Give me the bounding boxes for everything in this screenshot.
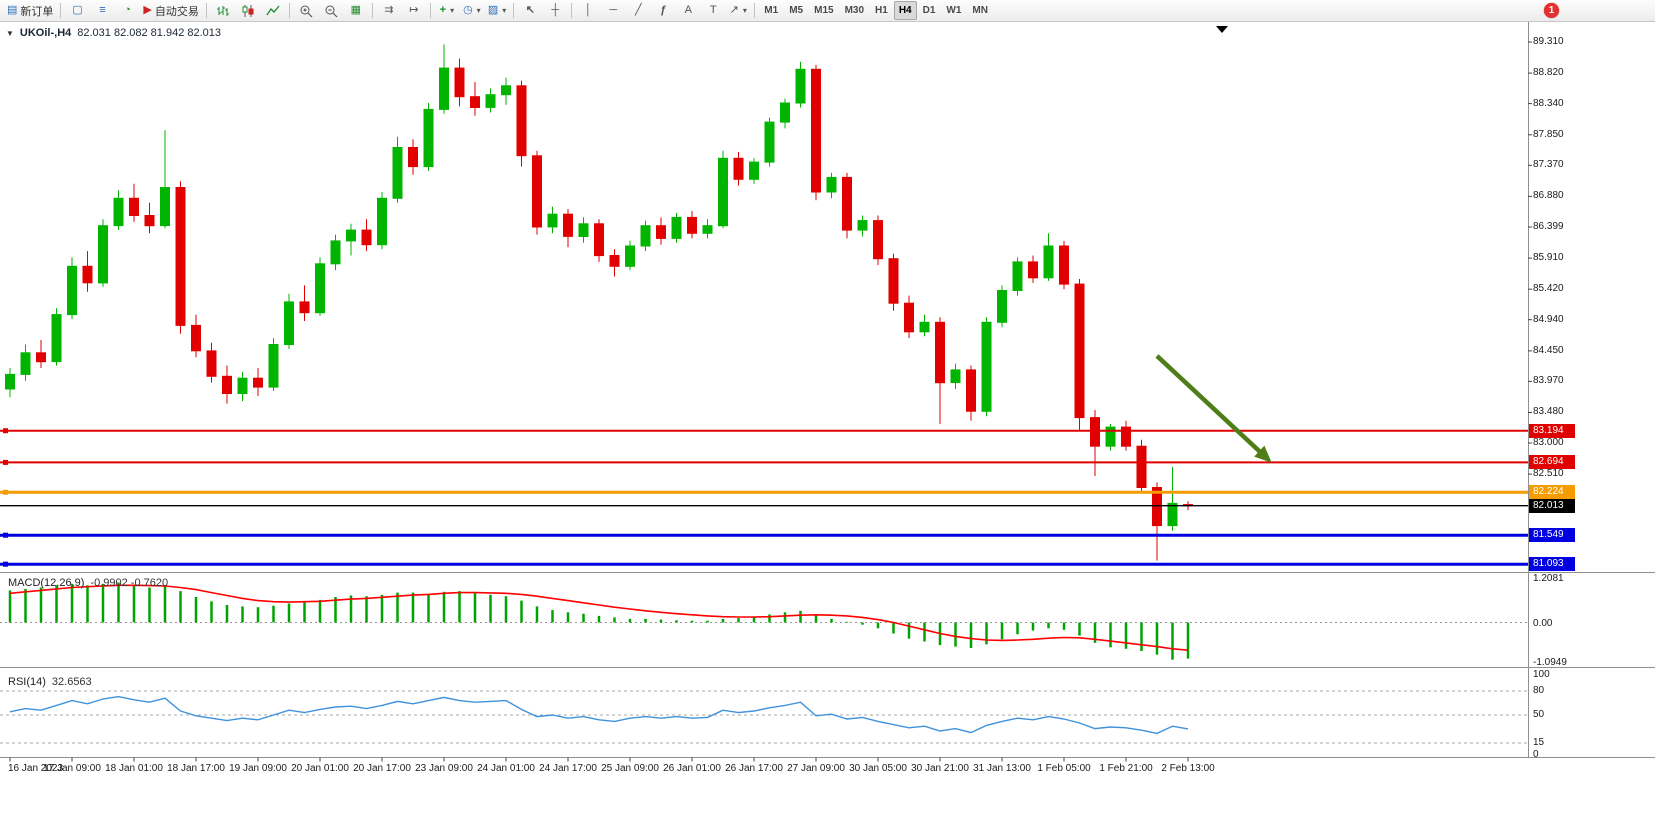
chevron-down-icon: ▾ [502, 6, 507, 15]
chart-shift-button[interactable]: ↦ [402, 2, 426, 20]
toolbar-separator [754, 3, 756, 18]
cursor-icon: ↖ [525, 4, 535, 16]
bar-chart-icon [216, 5, 229, 16]
macd-panel-label: MACD(12,26,9) -0.9902 -0.7620 [8, 577, 168, 589]
timeframe-w1-button[interactable]: W1 [946, 5, 962, 16]
text-icon: A [684, 4, 692, 16]
zoom-in-button[interactable] [294, 2, 318, 20]
trend-arrow [1155, 354, 1272, 463]
accounts-icon: ≡ [99, 4, 106, 16]
chevron-down-icon: ▾ [450, 6, 455, 15]
macd-indicator [0, 582, 1528, 660]
periods-button[interactable]: ◷ ▾ [460, 2, 484, 20]
toolbar-separator [513, 3, 515, 18]
fibonacci-button[interactable]: ƒ [651, 2, 675, 20]
crosshair-button[interactable]: ┼ [543, 2, 567, 20]
auto-trading-play-icon: ▶ [143, 4, 152, 16]
toolbar-separator [205, 3, 207, 18]
toolbar-separator [60, 3, 62, 18]
candlestick-chart-button[interactable] [236, 2, 260, 20]
horizontal-line-button[interactable]: ─ [601, 2, 625, 20]
vertical-line-icon: │ [584, 4, 592, 16]
chart-window-button[interactable]: ▢ [65, 2, 89, 20]
chart-window-icon: ▢ [72, 4, 83, 16]
arrows-button[interactable]: ↗ ▾ [726, 2, 750, 20]
tile-windows-button[interactable]: ▦ [344, 2, 368, 20]
cursor-button[interactable]: ↖ [518, 2, 542, 20]
timeframe-h4-button[interactable]: H4 [893, 1, 917, 20]
timeframe-m30-button[interactable]: M30 [844, 5, 865, 16]
templates-button[interactable]: ▨ ▾ [485, 2, 509, 20]
toolbar-separator [371, 3, 373, 18]
template-icon: ▨ [487, 4, 499, 16]
refresh-button[interactable]: ◔ [115, 2, 139, 20]
bar-chart-button[interactable] [211, 2, 235, 20]
new-order-label: 新订单 [20, 5, 54, 18]
new-order-button[interactable]: ▤ 新订单 [4, 2, 56, 20]
zoom-in-icon [300, 5, 313, 17]
toolbar-separator [288, 3, 290, 18]
notification-badge[interactable]: 1 [1544, 3, 1559, 18]
rsi-name: RSI(14) [8, 676, 46, 688]
text-button[interactable]: A [676, 2, 700, 20]
indicators-plus-icon: + [439, 4, 447, 16]
chart-title: ▼ UKOil-,H4 82.031 82.082 81.942 82.013 [6, 27, 221, 39]
main-toolbar: ▤ 新订单 ▢ ≡ ◔ ▶ 自动交易 ▦ ⇉ ↦ + ▾ ◷ ▾ ▨ ▾ ↖ ┼… [0, 0, 1655, 22]
zoom-out-icon [325, 5, 338, 17]
timeframe-h1-button[interactable]: H1 [875, 5, 888, 16]
arrow-tool-icon: ↗ [729, 4, 739, 16]
tile-windows-icon: ▦ [350, 4, 362, 16]
macd-name: MACD(12,26,9) [8, 577, 85, 589]
timeframe-m1-button[interactable]: M1 [764, 5, 779, 16]
chevron-down-icon: ▾ [476, 6, 481, 15]
line-chart-button[interactable] [261, 2, 285, 20]
trendline-button[interactable]: ╱ [626, 2, 650, 20]
refresh-icon: ◔ [124, 4, 131, 16]
text-label-icon: T [709, 4, 717, 16]
fibonacci-icon: ƒ [660, 4, 667, 16]
toolbar-separator [571, 3, 573, 18]
new-order-icon: ▤ [7, 4, 18, 16]
chart-shift-icon: ↦ [409, 4, 419, 16]
rsi-value: 32.6563 [51, 676, 92, 688]
horizontal-line-icon: ─ [609, 4, 618, 16]
auto-trading-button[interactable]: ▶ 自动交易 [140, 2, 201, 20]
horizontal-lines [0, 428, 1528, 567]
timeframe-d1-button[interactable]: D1 [922, 5, 936, 16]
toolbar-separator [429, 3, 431, 18]
candlestick-chart-icon [242, 4, 254, 17]
text-label-button[interactable]: T [701, 2, 725, 20]
auto-scroll-button[interactable]: ⇉ [377, 2, 401, 20]
crosshair-icon: ┼ [551, 4, 560, 16]
ohlc-readout: 82.031 82.082 81.942 82.013 [77, 27, 222, 39]
auto-scroll-icon: ⇉ [384, 4, 394, 16]
auto-trading-label: 自动交易 [154, 5, 199, 18]
rsi-panel-label: RSI(14) 32.6563 [8, 676, 92, 688]
symbol-dropdown-icon[interactable]: ▼ [6, 28, 14, 38]
axis-ticks [9, 41, 1532, 762]
symbol-period-label: UKOil-,H4 [19, 27, 72, 39]
clock-icon: ◷ [463, 4, 473, 16]
zoom-out-button[interactable] [319, 2, 343, 20]
trendline-icon: ╱ [634, 4, 642, 16]
macd-values: -0.9902 -0.7620 [90, 577, 169, 589]
candlesticks [5, 44, 1193, 561]
rsi-indicator [0, 690, 1528, 744]
chart-frame [0, 22, 1655, 758]
timeframe-m5-button[interactable]: M5 [789, 5, 804, 16]
chevron-down-icon: ▾ [742, 6, 747, 15]
vertical-line-button[interactable]: │ [576, 2, 600, 20]
timeframe-mn-button[interactable]: MN [972, 5, 988, 16]
timeframe-m15-button[interactable]: M15 [814, 5, 834, 16]
accounts-button[interactable]: ≡ [90, 2, 114, 20]
indicators-button[interactable]: + ▾ [435, 2, 459, 20]
line-chart-icon [266, 5, 280, 15]
